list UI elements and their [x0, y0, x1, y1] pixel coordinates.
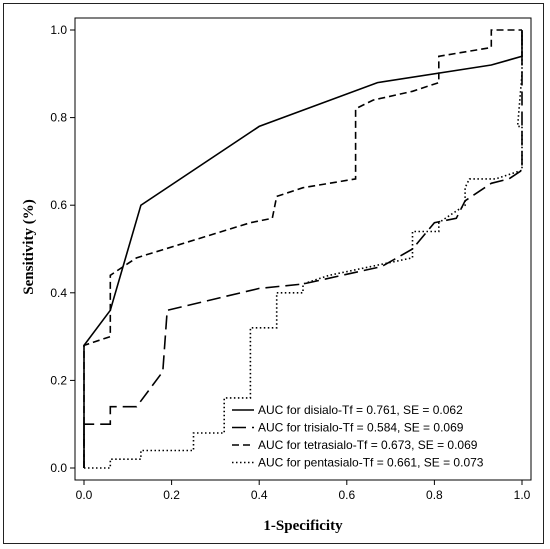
y-axis-title: Sensitivity (%)	[21, 199, 37, 294]
y-tick-label: 0.2	[50, 373, 67, 387]
legend-label-2: AUC for trisialo-Tf = 0.584, SE = 0.069	[258, 421, 464, 435]
x-tick-label: 0.0	[76, 488, 93, 502]
legend-label-3: AUC for tetrasialo-Tf = 0.673, SE = 0.06…	[258, 438, 478, 452]
x-tick-label: 0.8	[426, 488, 443, 502]
x-axis-title: 1-Specificity	[263, 518, 343, 534]
series-line-3	[83, 29, 522, 468]
series-line-4	[84, 30, 523, 469]
y-tick-label: 1.0	[50, 23, 67, 37]
legend-label-4: AUC for pentasialo-Tf = 0.661, SE = 0.07…	[258, 456, 484, 470]
legend-label-1: AUC for disialo-Tf = 0.761, SE = 0.062	[258, 403, 463, 417]
legend: AUC for disialo-Tf = 0.761, SE = 0.062 AU…	[232, 403, 484, 470]
y-tick-label: 0.6	[50, 198, 67, 212]
y-tick-label: 0.4	[50, 286, 67, 300]
roc-curves	[83, 29, 523, 469]
y-tick-label: 0.8	[50, 111, 67, 125]
figure-border	[3, 3, 544, 544]
series-line-1	[83, 30, 523, 468]
y-tick-label: 0.0	[50, 461, 67, 475]
series-line-2	[83, 30, 523, 468]
x-tick-label: 0.2	[163, 488, 180, 502]
x-tick-label: 0.6	[338, 488, 355, 502]
plot-area	[74, 17, 532, 481]
x-tick-label: 0.4	[251, 488, 268, 502]
x-axis: 0.0 0.2 0.4 0.6 0.8 1.0	[76, 480, 531, 502]
x-tick-label: 1.0	[514, 488, 531, 502]
y-axis: 0.0 0.2 0.4 0.6 0.8 1.0	[50, 23, 75, 475]
